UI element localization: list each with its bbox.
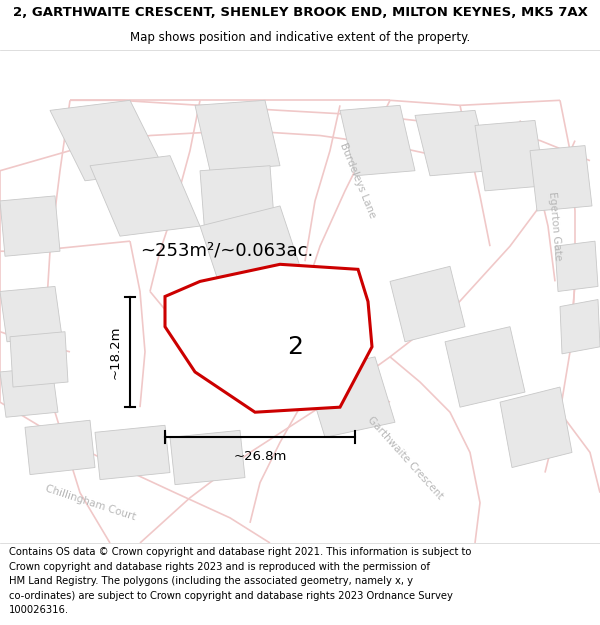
Text: 2: 2 <box>287 335 303 359</box>
Polygon shape <box>0 367 58 418</box>
Text: Garthwaite Crescent: Garthwaite Crescent <box>365 414 445 501</box>
Text: Crown copyright and database rights 2023 and is reproduced with the permission o: Crown copyright and database rights 2023… <box>9 562 430 572</box>
Text: 2, GARTHWAITE CRESCENT, SHENLEY BROOK END, MILTON KEYNES, MK5 7AX: 2, GARTHWAITE CRESCENT, SHENLEY BROOK EN… <box>13 6 587 19</box>
Text: Contains OS data © Crown copyright and database right 2021. This information is : Contains OS data © Crown copyright and d… <box>9 548 472 558</box>
Polygon shape <box>530 146 592 211</box>
Polygon shape <box>195 100 280 171</box>
Polygon shape <box>90 156 200 236</box>
Polygon shape <box>165 264 372 412</box>
Text: Egerton Gate: Egerton Gate <box>547 191 563 261</box>
Polygon shape <box>555 241 598 291</box>
Text: Burdeleys Lane: Burdeleys Lane <box>338 142 377 220</box>
Polygon shape <box>10 332 68 387</box>
Text: Chillingham Court: Chillingham Court <box>44 483 136 522</box>
Polygon shape <box>475 121 545 191</box>
Polygon shape <box>340 106 415 176</box>
Text: HM Land Registry. The polygons (including the associated geometry, namely x, y: HM Land Registry. The polygons (includin… <box>9 576 413 586</box>
Text: ~253m²/~0.063ac.: ~253m²/~0.063ac. <box>140 241 313 259</box>
Polygon shape <box>445 327 525 407</box>
Text: 100026316.: 100026316. <box>9 605 69 615</box>
Polygon shape <box>0 196 60 256</box>
Polygon shape <box>255 309 345 389</box>
Polygon shape <box>390 266 465 342</box>
Text: ~18.2m: ~18.2m <box>109 325 122 379</box>
Text: Map shows position and indicative extent of the property.: Map shows position and indicative extent… <box>130 31 470 44</box>
Polygon shape <box>305 357 395 437</box>
Polygon shape <box>200 206 305 301</box>
Text: co-ordinates) are subject to Crown copyright and database rights 2023 Ordnance S: co-ordinates) are subject to Crown copyr… <box>9 591 453 601</box>
Text: ~26.8m: ~26.8m <box>233 451 287 463</box>
Polygon shape <box>170 431 245 484</box>
Polygon shape <box>0 286 62 342</box>
Polygon shape <box>95 425 170 479</box>
Polygon shape <box>50 100 165 181</box>
Polygon shape <box>560 299 600 354</box>
Polygon shape <box>415 111 490 176</box>
Polygon shape <box>200 166 275 236</box>
Polygon shape <box>500 387 572 468</box>
Polygon shape <box>25 420 95 474</box>
